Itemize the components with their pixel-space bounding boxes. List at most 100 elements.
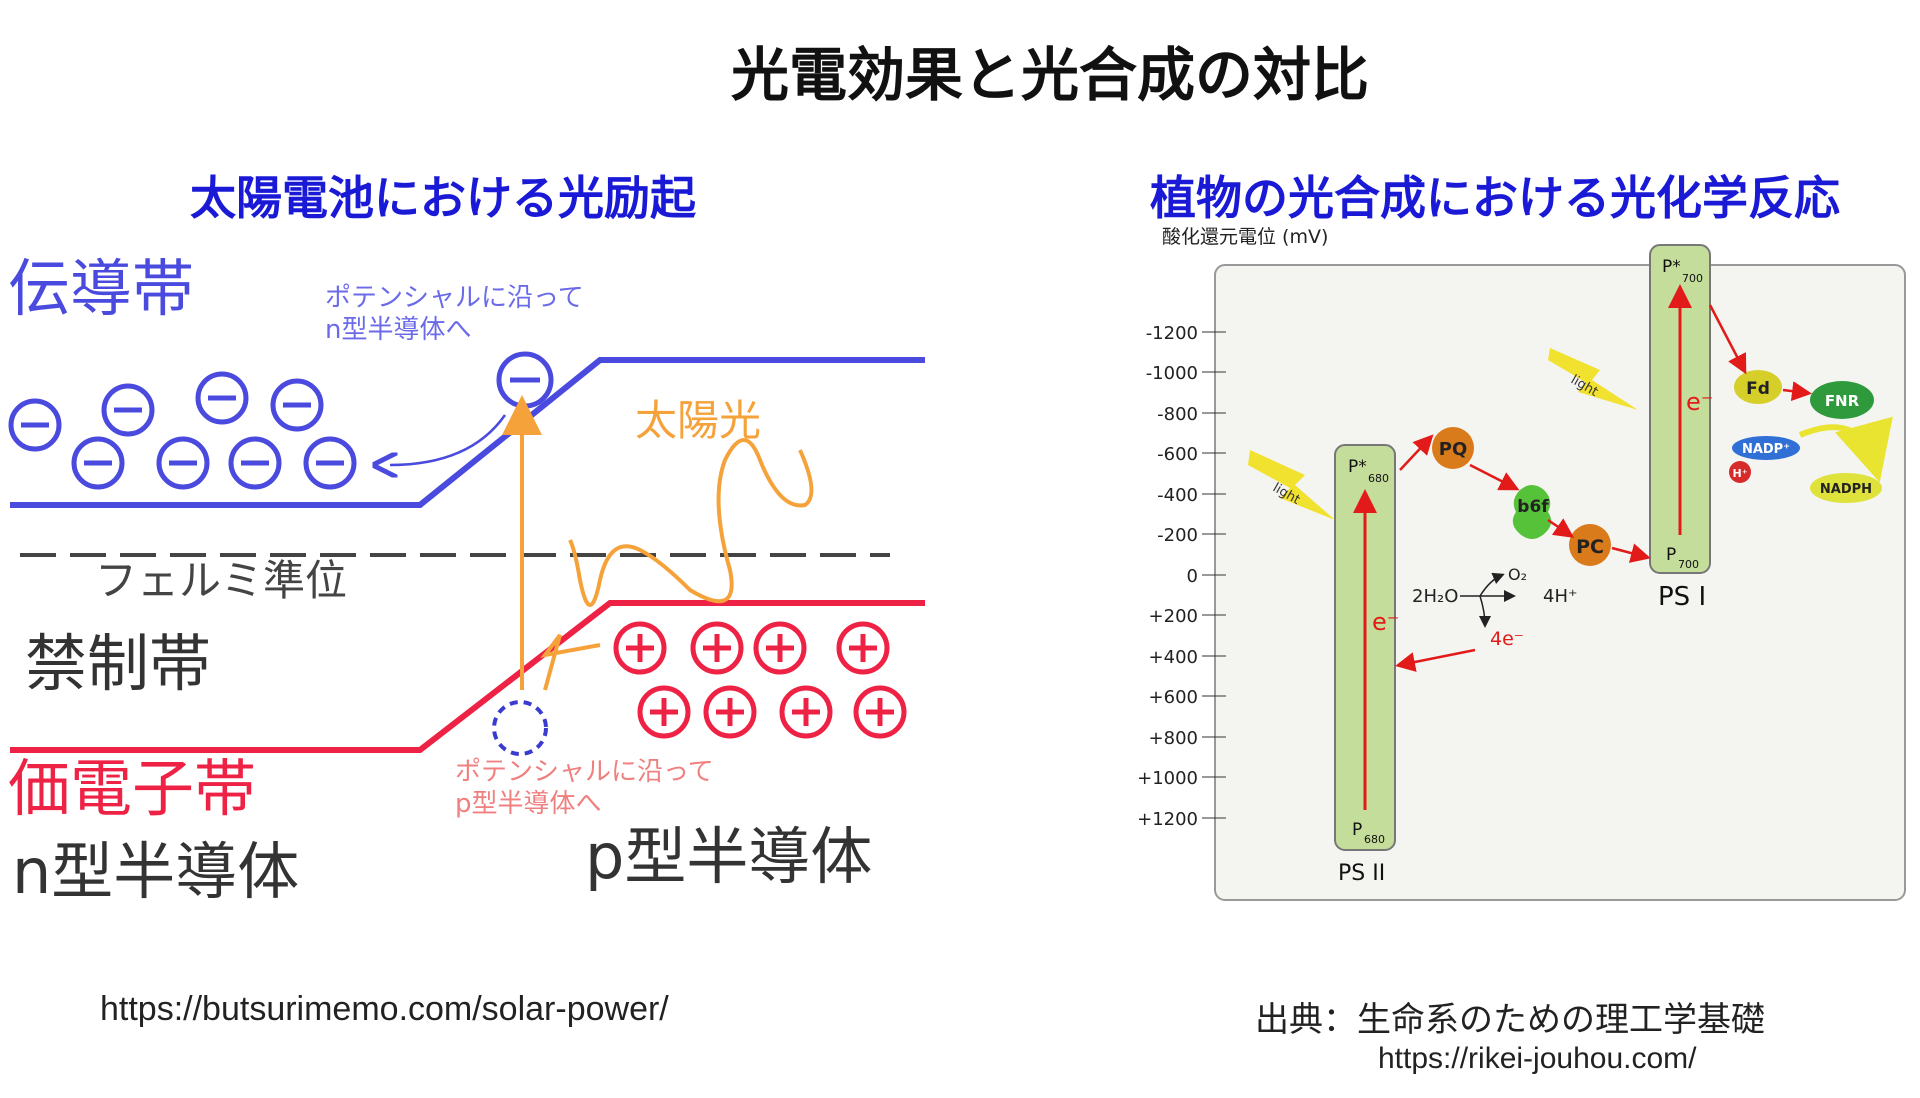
electron-symbol [101, 383, 155, 437]
pc-node [1569, 524, 1611, 566]
electron-transport-arrows [1395, 304, 1812, 672]
tick: +800 [1149, 728, 1226, 749]
conduction-band-line [10, 357, 925, 508]
tick: +1200 [1137, 809, 1226, 830]
electron-symbol [8, 398, 62, 452]
svg-text:-200: -200 [1157, 525, 1198, 546]
tick: -1200 [1146, 323, 1226, 344]
z-scheme-diagram: 酸化還元電位 (mV) -1200 -1000 -800 -600 -400 -… [1137, 226, 1906, 901]
h-node [1729, 461, 1751, 483]
svg-text:0: 0 [1187, 566, 1198, 587]
excited-electron [496, 351, 554, 409]
b6f-label: b6f [1517, 497, 1549, 517]
svg-text:-800: -800 [1157, 404, 1198, 425]
svg-text:-400: -400 [1157, 485, 1198, 506]
hole-symbol [637, 685, 691, 739]
fd-node [1734, 370, 1782, 404]
pq-label: PQ [1439, 439, 1468, 460]
hole-note-line1: ポテンシャルに沿って [455, 757, 714, 787]
valence-band-line [10, 600, 925, 753]
hole-flow-arrow [540, 633, 601, 691]
svg-text:+600: +600 [1149, 687, 1198, 708]
p700-star-label: P* [1662, 257, 1681, 277]
fnr-label: FNR [1825, 392, 1860, 410]
page-title: 光電効果と光合成の対比 [730, 41, 1369, 109]
electron-symbol [156, 436, 210, 490]
right-subtitle: 植物の光合成における光化学反応 [1150, 171, 1840, 225]
svg-text:+800: +800 [1149, 728, 1198, 749]
fermi-level-label: フェルミ準位 [95, 556, 347, 605]
tick: 0 [1187, 566, 1226, 587]
conduction-band-label: 伝導帯 [8, 252, 194, 325]
tick: +400 [1149, 647, 1226, 668]
ps2-electron-label: e⁻ [1372, 608, 1399, 636]
electron-symbol [270, 378, 324, 432]
hole-symbol [690, 621, 744, 675]
svg-text:+1200: +1200 [1137, 809, 1198, 830]
ps1-label: PS I [1658, 582, 1706, 612]
p680-star-label: P* [1348, 457, 1367, 477]
nadph-reduction-arrow [1798, 416, 1893, 483]
hole-symbol [613, 621, 667, 675]
electrons-label: 4e⁻ [1490, 628, 1524, 650]
light-bolt-1 [1248, 450, 1335, 520]
electron-note-line1: ポテンシャルに沿って [325, 283, 584, 313]
b6f-node [1512, 485, 1552, 539]
hole-symbol [853, 685, 907, 739]
electron-symbol [303, 436, 357, 490]
light-bolt-2 [1548, 348, 1638, 410]
h-label: H⁺ [1732, 467, 1747, 480]
electron-note-line2: n型半導体へ [325, 315, 471, 345]
electron-symbol [195, 371, 249, 425]
nadp-node [1732, 436, 1800, 460]
tick: +1000 [1137, 768, 1226, 789]
tick: -400 [1157, 485, 1226, 506]
holes-group [613, 621, 907, 739]
right-source-url[interactable]: https://rikei-jouhou.com/ [1378, 1042, 1697, 1075]
p700-star-sub: 700 [1682, 272, 1703, 285]
right-source-label: 出典：生命系のための理工学基礎 [1255, 1000, 1765, 1040]
tick: +200 [1149, 606, 1226, 627]
svg-text:-600: -600 [1157, 444, 1198, 465]
hole-symbol [753, 621, 807, 675]
solar-cell-band-diagram: 伝導帯 ポテンシャルに沿って n型半導体へ フェルミ準位 禁制帯 太陽光 価電子… [8, 252, 925, 908]
p680-star-sub: 680 [1368, 472, 1389, 485]
electrons-group [8, 351, 554, 490]
hole-origin-circle [492, 700, 548, 756]
tick: -800 [1157, 404, 1226, 425]
ps1-electron-label: e⁻ [1686, 388, 1713, 416]
electrons-out-arrow [1478, 595, 1491, 628]
valence-band-label: 価電子帯 [8, 752, 256, 825]
fnr-node [1810, 381, 1874, 419]
ps2-label: PS II [1338, 861, 1385, 886]
svg-text:+1000: +1000 [1137, 768, 1198, 789]
fd-label: Fd [1746, 379, 1770, 399]
hole-symbol [703, 685, 757, 739]
p680-label: P [1352, 820, 1362, 840]
p-type-label: p型半導体 [585, 820, 872, 893]
axis-label: 酸化還元電位 (mV) [1162, 226, 1328, 248]
svg-text:+200: +200 [1149, 606, 1198, 627]
tick: -200 [1157, 525, 1226, 546]
nadph-label: NADPH [1820, 482, 1872, 497]
nadp-label: NADP⁺ [1742, 442, 1790, 457]
water-label: 2H₂O [1412, 586, 1458, 607]
p700-sub: 700 [1678, 558, 1699, 571]
pc-label: PC [1576, 536, 1604, 558]
n-type-label: n型半導体 [12, 835, 299, 908]
sunlight-label: 太陽光 [635, 396, 761, 445]
tick: +600 [1149, 687, 1226, 708]
left-subtitle: 太陽電池における光励起 [190, 171, 696, 225]
svg-text:-1200: -1200 [1146, 323, 1198, 344]
hole-symbol [836, 621, 890, 675]
svg-text:+400: +400 [1149, 647, 1198, 668]
electron-flow-arrow [390, 414, 507, 465]
oxygen-arrow [1479, 572, 1505, 597]
electron-symbol [71, 436, 125, 490]
svg-text:-1000: -1000 [1146, 363, 1198, 384]
left-source-url[interactable]: https://butsurimemo.com/solar-power/ [100, 990, 669, 1028]
sunlight-wave [568, 438, 814, 607]
p680-sub: 680 [1364, 833, 1385, 846]
tick: -600 [1157, 444, 1226, 465]
oxygen-label: O₂ [1508, 565, 1527, 584]
